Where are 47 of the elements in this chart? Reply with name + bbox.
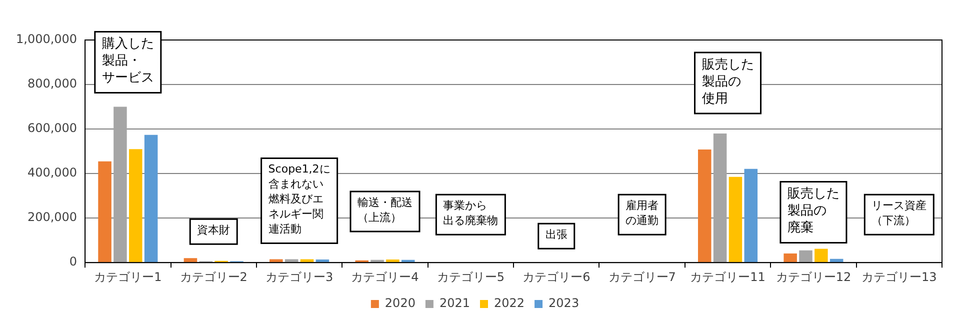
bar <box>98 161 112 262</box>
bar <box>316 259 330 262</box>
x-tick-label: カテゴリー5 <box>436 270 505 284</box>
y-tick-label: 600,000 <box>27 121 78 136</box>
bar <box>830 258 844 262</box>
bar <box>129 149 142 262</box>
bar <box>713 133 727 262</box>
x-tick-label: カテゴリー2 <box>180 270 248 284</box>
legend-label: 2021 <box>439 296 470 310</box>
bar <box>698 150 712 262</box>
x-tick-label: カテゴリー13 <box>862 270 937 284</box>
bar <box>799 250 812 262</box>
legend-label: 2020 <box>384 296 416 310</box>
y-tick-label: 800,000 <box>27 76 78 91</box>
annotation: 出張 <box>545 228 568 241</box>
bar <box>386 259 400 262</box>
y-tick-label: 0 <box>69 254 78 269</box>
bar <box>784 253 797 262</box>
bar <box>744 168 758 262</box>
annotation: Scope1,2に含まれない燃料及びエネルギー関連活動 <box>268 162 330 236</box>
y-tick-label: 1,000,000 <box>16 32 78 46</box>
legend-label: 2022 <box>494 296 525 310</box>
annotation: 販売した製品の廃棄 <box>787 186 840 236</box>
x-tick-label: カテゴリー1 <box>94 270 162 284</box>
annotation: 雇用者の通勤 <box>626 198 659 227</box>
bar <box>144 134 158 262</box>
y-tick-label: 200,000 <box>27 210 78 224</box>
bar <box>728 176 742 262</box>
bar <box>402 260 415 262</box>
x-tick-label: カテゴリー11 <box>690 270 766 284</box>
annotation: リース資産（下流） <box>872 198 927 227</box>
x-tick-label: カテゴリー4 <box>351 270 419 284</box>
annotation: 資本財 <box>197 224 230 237</box>
annotation: 販売した製品の使用 <box>702 57 754 106</box>
bar <box>184 258 198 262</box>
x-tick-label: カテゴリー6 <box>522 270 590 284</box>
x-tick-label: カテゴリー12 <box>776 270 852 284</box>
bar <box>814 248 828 262</box>
annotation: 事業から出る廃棄物 <box>443 198 498 227</box>
bar <box>114 106 127 262</box>
y-tick-label: 400,000 <box>27 166 78 180</box>
x-tick-label: カテゴリー3 <box>265 270 334 284</box>
annotation: 輸送・配送（上流） <box>357 196 412 224</box>
x-tick-label: カテゴリー7 <box>608 270 676 284</box>
legend-label: 2023 <box>548 296 580 310</box>
annotation: 購入した製品・サービス <box>102 36 154 86</box>
bar <box>370 260 384 262</box>
